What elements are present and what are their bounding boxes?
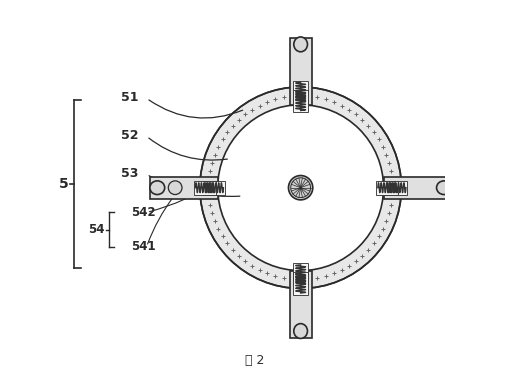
Circle shape: [168, 181, 182, 195]
Bar: [376, 180, 398, 195]
Bar: [293, 264, 307, 285]
Bar: [150, 177, 217, 199]
Ellipse shape: [150, 181, 164, 195]
Text: 图 2: 图 2: [245, 354, 264, 367]
Ellipse shape: [436, 181, 450, 195]
Text: 53: 53: [121, 167, 138, 180]
Text: 52: 52: [121, 129, 138, 142]
Text: 542: 542: [131, 206, 156, 219]
Circle shape: [200, 87, 401, 288]
Bar: [383, 177, 450, 199]
Bar: [203, 180, 224, 195]
Bar: [293, 272, 307, 295]
Circle shape: [288, 175, 312, 200]
Bar: [293, 90, 307, 112]
Bar: [293, 81, 307, 103]
Bar: [385, 180, 407, 195]
Text: 51: 51: [121, 91, 138, 104]
Bar: [289, 270, 311, 338]
Text: 5: 5: [59, 177, 69, 191]
Circle shape: [217, 105, 383, 270]
Text: 541: 541: [131, 240, 156, 253]
Ellipse shape: [293, 324, 307, 339]
Bar: [193, 180, 215, 195]
Text: 54: 54: [88, 223, 105, 236]
Bar: [289, 38, 311, 105]
Ellipse shape: [293, 37, 307, 52]
